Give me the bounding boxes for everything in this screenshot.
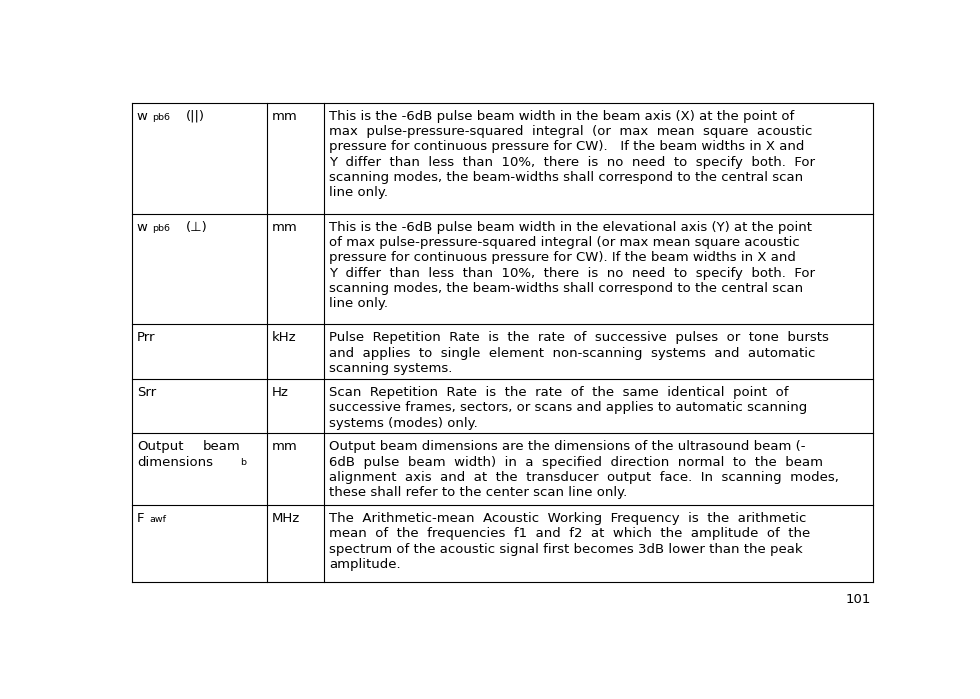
Text: kHz: kHz [272,331,297,345]
Text: w: w [137,220,148,233]
Text: Srr: Srr [137,386,156,399]
Text: and  applies  to  single  element  non-scanning  systems  and  automatic: and applies to single element non-scanni… [329,347,815,360]
Text: mm: mm [272,440,298,454]
Text: w: w [137,110,148,123]
Text: mm: mm [272,220,298,233]
Text: beam: beam [203,440,241,454]
Text: successive frames, sectors, or scans and applies to automatic scanning: successive frames, sectors, or scans and… [329,401,808,415]
Text: Output: Output [137,440,183,454]
Text: pb6: pb6 [152,113,171,122]
Text: scanning systems.: scanning systems. [329,362,453,375]
Text: amplitude.: amplitude. [329,558,401,571]
Text: scanning modes, the beam-widths shall correspond to the central scan: scanning modes, the beam-widths shall co… [329,282,804,295]
Text: line only.: line only. [329,297,388,310]
Text: awf: awf [149,515,166,524]
Text: (⊥): (⊥) [186,220,208,233]
Text: line only.: line only. [329,187,388,199]
Text: MHz: MHz [272,512,301,525]
Text: Output beam dimensions are the dimensions of the ultrasound beam (-: Output beam dimensions are the dimension… [329,440,806,454]
Text: spectrum of the acoustic signal first becomes 3dB lower than the peak: spectrum of the acoustic signal first be… [329,542,803,556]
Text: pressure for continuous pressure for CW).   If the beam widths in X and: pressure for continuous pressure for CW)… [329,140,805,153]
Text: max  pulse-pressure-squared  integral  (or  max  mean  square  acoustic: max pulse-pressure-squared integral (or … [329,125,812,138]
Text: 6dB  pulse  beam  width)  in  a  specified  direction  normal  to  the  beam: 6dB pulse beam width) in a specified dir… [329,456,823,469]
Text: Pulse  Repetition  Rate  is  the  rate  of  successive  pulses  or  tone  bursts: Pulse Repetition Rate is the rate of suc… [329,331,829,345]
Text: (||): (||) [186,110,205,123]
Text: these shall refer to the center scan line only.: these shall refer to the center scan lin… [329,487,627,500]
Text: pb6: pb6 [152,224,171,233]
Text: Scan  Repetition  Rate  is  the  rate  of  the  same  identical  point  of: Scan Repetition Rate is the rate of the … [329,386,789,399]
Text: Prr: Prr [137,331,156,345]
Text: of max pulse-pressure-squared integral (or max mean square acoustic: of max pulse-pressure-squared integral (… [329,236,800,249]
Text: mean  of  the  frequencies  f1  and  f2  at  which  the  amplitude  of  the: mean of the frequencies f1 and f2 at whi… [329,527,810,540]
Text: systems (modes) only.: systems (modes) only. [329,417,478,430]
Text: b: b [240,459,246,468]
Text: F: F [137,512,144,525]
Text: alignment  axis  and  at  the  transducer  output  face.  In  scanning  modes,: alignment axis and at the transducer out… [329,471,839,484]
Text: 101: 101 [845,593,870,606]
Text: mm: mm [272,110,298,123]
Text: Hz: Hz [272,386,289,399]
Text: This is the -6dB pulse beam width in the beam axis (X) at the point of: This is the -6dB pulse beam width in the… [329,110,795,123]
Text: Y  differ  than  less  than  10%,  there  is  no  need  to  specify  both.  For: Y differ than less than 10%, there is no… [329,156,815,168]
Text: The  Arithmetic-mean  Acoustic  Working  Frequency  is  the  arithmetic: The Arithmetic-mean Acoustic Working Fre… [329,512,807,525]
Text: scanning modes, the beam-widths shall correspond to the central scan: scanning modes, the beam-widths shall co… [329,171,804,184]
Text: pressure for continuous pressure for CW). If the beam widths in X and: pressure for continuous pressure for CW)… [329,251,796,264]
Text: dimensions: dimensions [137,456,213,469]
Text: This is the -6dB pulse beam width in the elevational axis (Y) at the point: This is the -6dB pulse beam width in the… [329,220,812,233]
Text: Y  differ  than  less  than  10%,  there  is  no  need  to  specify  both.  For: Y differ than less than 10%, there is no… [329,266,815,280]
